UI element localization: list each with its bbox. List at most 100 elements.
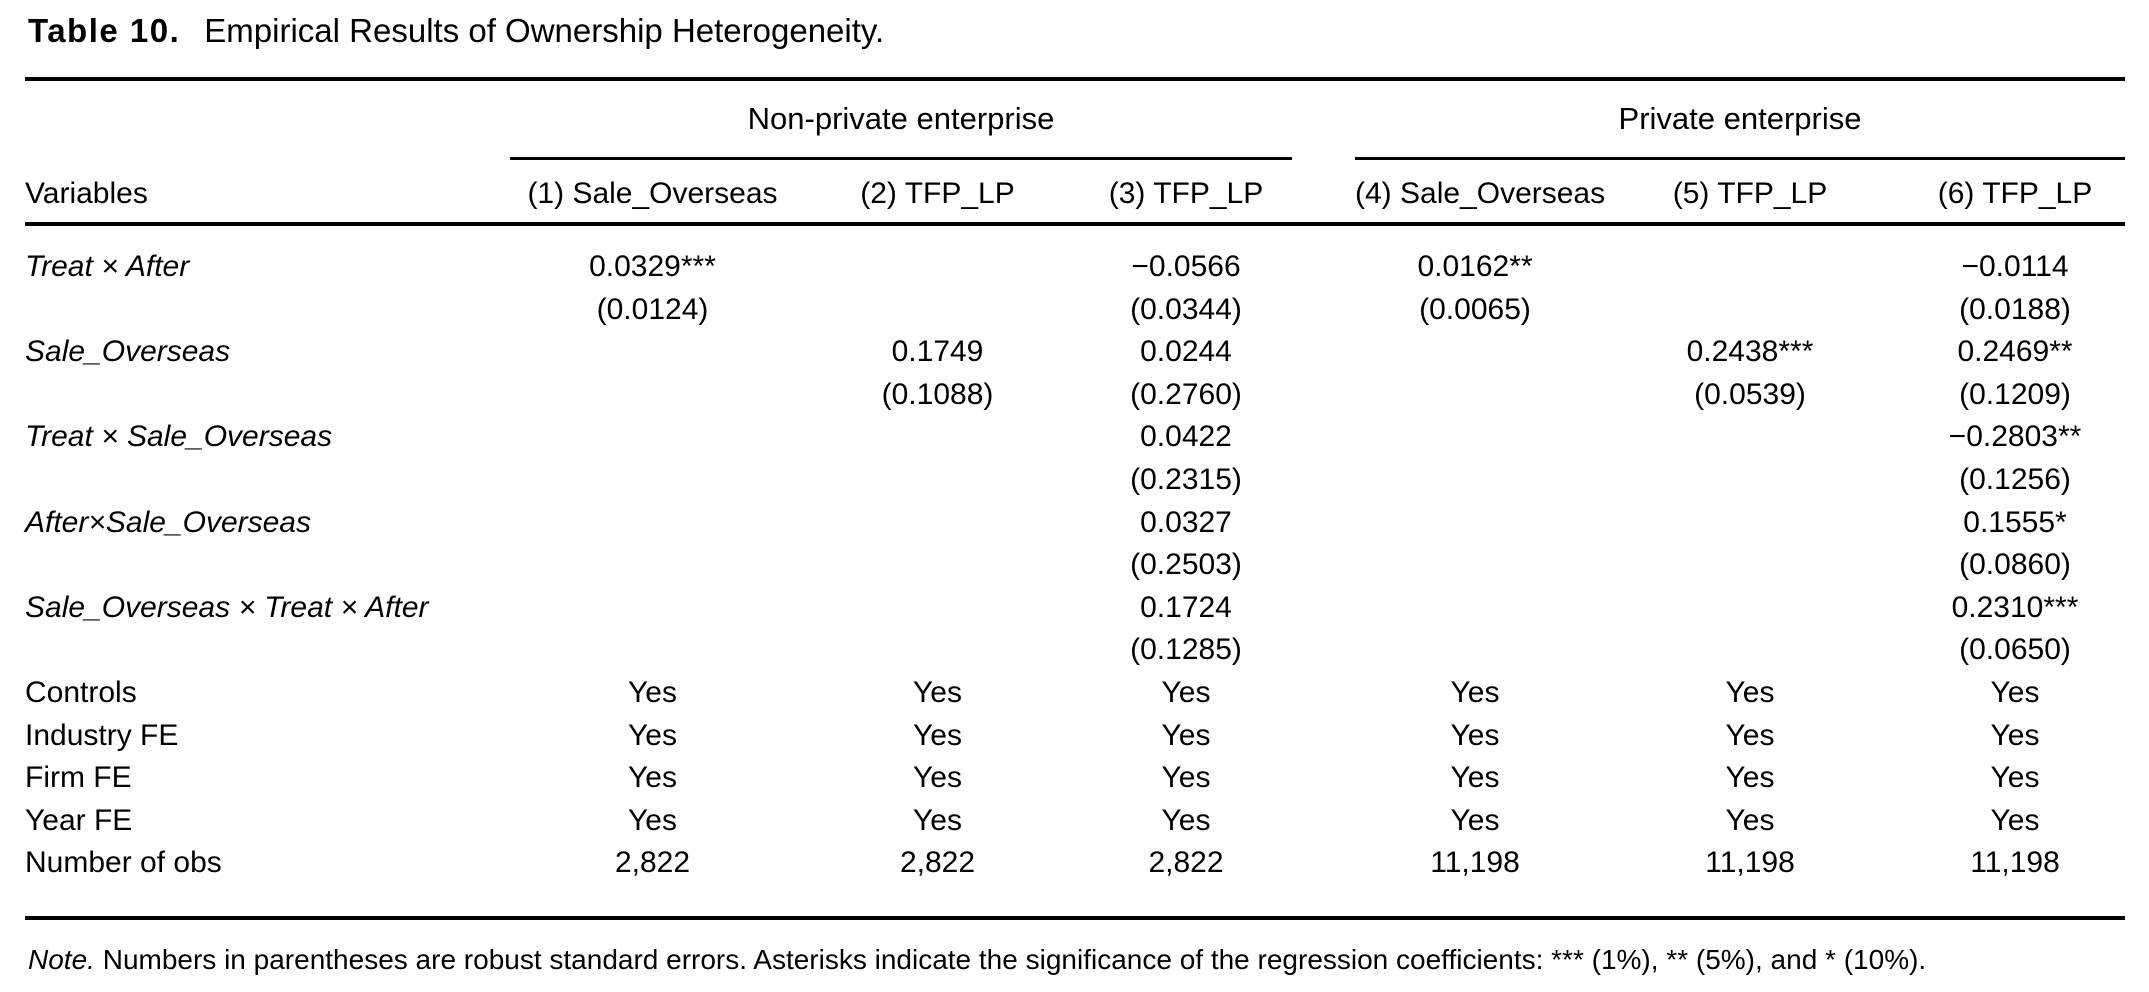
column-gap	[1292, 331, 1355, 374]
coef-cell: −0.2803**	[1948, 420, 2082, 454]
coef-cell	[1595, 246, 1905, 289]
coef-cell	[1355, 331, 1595, 374]
coef-cell: 0.2438***	[1686, 335, 1814, 369]
coef-row: Sale_Overseas 0.1749 0.0244 0.2438*** 0.2469…	[25, 331, 2125, 374]
group-rule-private	[1355, 157, 2125, 160]
se-cell: (0.1256)	[1959, 462, 2071, 496]
coef-cell: 0.1749	[891, 335, 984, 369]
column-gap	[1292, 374, 1355, 417]
info-cell: Yes	[628, 675, 677, 709]
coef-cell: −0.0114	[1961, 250, 2069, 283]
info-cell: 11,198	[1430, 846, 1520, 880]
table-body: Treat × After 0.0329*** −0.0566 0.0162** −0.…	[25, 246, 2125, 885]
se-cell	[1595, 629, 1905, 672]
column-header-3: (3) TFP_LP	[1108, 177, 1264, 210]
info-row: Year FE Yes Yes Yes Yes Yes Yes	[25, 800, 2125, 843]
se-cell	[510, 629, 795, 672]
se-cell	[795, 459, 1080, 502]
column-gap	[1292, 842, 1355, 885]
column-gap	[1292, 459, 1355, 502]
info-cell: Yes	[1990, 803, 2040, 837]
column-header-5: (5) TFP_LP	[1672, 177, 1828, 210]
coef-cell: −0.0566	[1131, 250, 1241, 283]
info-cell: Yes	[628, 761, 677, 795]
info-cell: 2,822	[899, 846, 976, 880]
row-label: Sale_Overseas	[25, 335, 231, 369]
row-label: Year FE	[25, 803, 133, 837]
info-cell: Yes	[628, 718, 677, 752]
info-row: Controls Yes Yes Yes Yes Yes Yes	[25, 672, 2125, 715]
se-row: (0.1088) (0.2760) (0.0539) (0.1209)	[25, 374, 2125, 417]
info-cell: 11,198	[1970, 846, 2060, 880]
row-label-empty	[25, 459, 510, 502]
coef-cell: 0.0244	[1140, 335, 1232, 369]
se-cell: (0.0188)	[1959, 292, 2071, 326]
column-gap	[1292, 416, 1355, 459]
se-cell: (0.0860)	[1959, 548, 2071, 582]
info-cell: Yes	[913, 761, 962, 795]
se-cell: (0.1088)	[881, 377, 994, 411]
coef-cell	[1595, 502, 1905, 545]
info-cell: Yes	[913, 803, 962, 837]
note-label: Note.	[28, 944, 95, 975]
coef-cell	[1355, 502, 1595, 545]
info-cell: Yes	[1990, 761, 2040, 795]
se-cell	[510, 544, 795, 587]
se-cell	[1595, 289, 1905, 332]
se-cell: (0.0124)	[596, 292, 709, 326]
info-cell: Yes	[1450, 718, 1500, 752]
info-cell: Yes	[1990, 718, 2040, 752]
note-text: Numbers in parentheses are robust standa…	[94, 944, 1927, 975]
se-cell	[1355, 459, 1595, 502]
info-cell: Yes	[628, 803, 677, 837]
se-cell	[1595, 459, 1905, 502]
row-label: Controls	[25, 675, 137, 709]
info-cell: Yes	[1161, 675, 1211, 709]
se-cell	[1355, 374, 1595, 417]
column-gap	[1292, 544, 1355, 587]
se-row: (0.0124) (0.0344) (0.0065) (0.0188)	[25, 289, 2125, 332]
rule-bottom	[25, 916, 2125, 920]
info-cell: Yes	[1161, 761, 1211, 795]
se-cell: (0.2503)	[1130, 548, 1242, 582]
coef-cell: 0.2469**	[1957, 335, 2073, 369]
se-cell	[795, 629, 1080, 672]
se-cell: (0.0650)	[1959, 633, 2071, 667]
rule-header	[25, 222, 2125, 226]
se-cell: (0.0539)	[1694, 377, 1806, 411]
column-header-variables: Variables	[25, 177, 148, 210]
coef-cell	[510, 416, 795, 459]
row-label: Industry FE	[25, 718, 179, 752]
info-cell: Yes	[1990, 675, 2040, 709]
row-label: Treat × Sale_Overseas	[25, 420, 333, 454]
se-cell	[1355, 629, 1595, 672]
se-cell	[1355, 544, 1595, 587]
info-cell: Yes	[1725, 803, 1775, 837]
se-row: (0.1285) (0.0650)	[25, 629, 2125, 672]
info-cell: 2,822	[614, 846, 691, 880]
column-header-4: (4) Sale_Overseas	[1355, 177, 1606, 210]
info-cell: Yes	[913, 718, 962, 752]
rule-top	[25, 77, 2125, 81]
info-cell: Yes	[1450, 803, 1500, 837]
info-row: Industry FE Yes Yes Yes Yes Yes Yes	[25, 715, 2125, 758]
column-header-row: Variables (1) Sale_Overseas (2) TFP_LP (…	[25, 170, 2125, 218]
column-header-6: (6) TFP_LP	[1937, 177, 2093, 210]
se-row: (0.2503) (0.0860)	[25, 544, 2125, 587]
coef-cell	[795, 416, 1080, 459]
column-gap	[1292, 672, 1355, 715]
info-cell: 11,198	[1705, 846, 1795, 880]
coef-cell: 0.0329***	[589, 250, 716, 283]
info-cell: Yes	[1450, 761, 1500, 795]
coef-row: Treat × After 0.0329*** −0.0566 0.0162** −0.…	[25, 246, 2125, 289]
coef-cell: 0.0422	[1140, 420, 1232, 454]
row-label: Sale_Overseas × Treat × After	[25, 590, 429, 624]
table-number: Table 10.	[28, 12, 181, 49]
se-cell: (0.0065)	[1419, 292, 1531, 326]
row-label-empty	[25, 544, 510, 587]
column-gap	[1292, 170, 1355, 218]
coef-cell	[510, 502, 795, 545]
coef-cell: 0.0162**	[1417, 250, 1533, 283]
row-label-empty	[25, 374, 510, 417]
info-cell: Yes	[1725, 718, 1775, 752]
